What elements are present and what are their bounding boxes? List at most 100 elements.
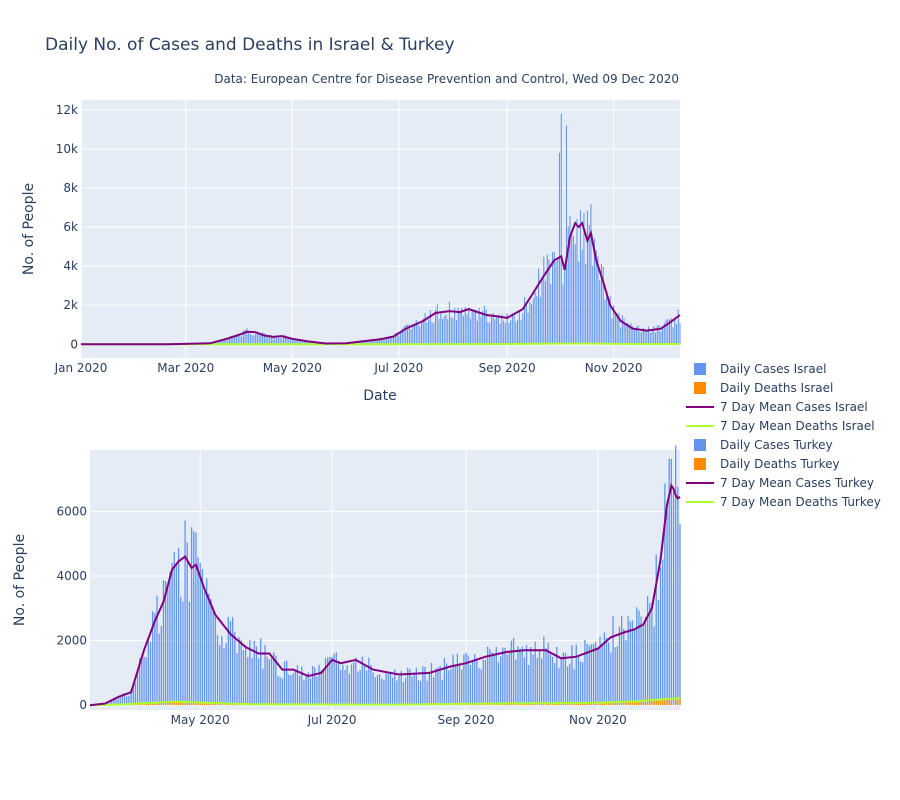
daily-cases-bar bbox=[441, 679, 443, 706]
daily-cases-bar bbox=[578, 261, 580, 345]
daily-cases-bar bbox=[662, 326, 664, 345]
daily-cases-bar bbox=[455, 320, 457, 345]
daily-cases-bar bbox=[656, 325, 658, 345]
daily-cases-bar bbox=[251, 658, 253, 706]
legend-label[interactable]: 7 Day Mean Deaths Turkey bbox=[720, 495, 881, 509]
daily-deaths-bar bbox=[549, 703, 551, 706]
daily-cases-bar bbox=[143, 656, 145, 706]
daily-cases-bar bbox=[541, 278, 543, 345]
daily-cases-bar bbox=[414, 323, 416, 345]
daily-cases-bar bbox=[410, 329, 412, 345]
daily-deaths-bar bbox=[547, 703, 549, 706]
daily-cases-bar bbox=[510, 320, 512, 345]
daily-cases-bar bbox=[239, 336, 241, 345]
daily-cases-bar bbox=[379, 338, 381, 345]
daily-cases-bar bbox=[672, 491, 675, 706]
daily-cases-bar bbox=[579, 661, 582, 706]
daily-cases-bar bbox=[659, 567, 662, 706]
daily-cases-bar bbox=[237, 333, 239, 345]
legend-label[interactable]: 7 Day Mean Cases Israel bbox=[720, 400, 868, 414]
daily-cases-bar bbox=[576, 218, 578, 345]
daily-deaths-bar bbox=[219, 703, 221, 706]
daily-cases-bar bbox=[380, 339, 382, 345]
daily-cases-bar bbox=[383, 679, 385, 706]
daily-cases-bar bbox=[197, 557, 199, 706]
x-tick-label: May 2020 bbox=[171, 713, 230, 727]
daily-deaths-bar bbox=[147, 703, 149, 706]
legend-label[interactable]: Daily Deaths Turkey bbox=[720, 457, 840, 471]
daily-deaths-bar bbox=[223, 703, 225, 706]
daily-cases-bar bbox=[665, 319, 667, 345]
daily-cases-bar bbox=[229, 621, 232, 706]
daily-cases-bar bbox=[413, 674, 415, 706]
daily-cases-bar bbox=[368, 341, 370, 345]
daily-cases-bar bbox=[251, 335, 253, 345]
daily-cases-bar bbox=[214, 341, 216, 345]
daily-cases-bar bbox=[445, 314, 447, 345]
daily-cases-bar bbox=[490, 315, 492, 345]
daily-deaths-bar bbox=[601, 702, 603, 706]
legend-label[interactable]: Daily Cases Turkey bbox=[720, 438, 833, 452]
daily-cases-bar bbox=[508, 651, 510, 706]
daily-cases-bar bbox=[631, 620, 634, 706]
daily-cases-bar bbox=[240, 640, 242, 706]
daily-cases-bar bbox=[182, 601, 184, 706]
daily-cases-bar bbox=[281, 678, 283, 706]
daily-cases-bar bbox=[264, 644, 266, 706]
daily-cases-bar bbox=[522, 313, 524, 345]
daily-cases-bar bbox=[448, 301, 451, 345]
daily-cases-bar bbox=[241, 336, 243, 345]
daily-cases-bar bbox=[284, 335, 286, 345]
daily-deaths-bar bbox=[633, 701, 636, 706]
daily-cases-bar bbox=[242, 650, 245, 706]
daily-cases-bar bbox=[504, 647, 506, 706]
daily-cases-bar bbox=[273, 652, 275, 706]
daily-cases-bar bbox=[461, 308, 463, 345]
x-tick-label: Nov 2020 bbox=[569, 713, 627, 727]
daily-deaths-bar bbox=[175, 702, 178, 706]
daily-deaths-bar bbox=[169, 701, 171, 706]
israel-y-axis-title: No. of People bbox=[21, 183, 37, 275]
daily-cases-bar bbox=[374, 677, 376, 706]
daily-cases-bar bbox=[391, 337, 393, 345]
legend-label[interactable]: Daily Cases Israel bbox=[720, 362, 826, 376]
daily-cases-bar bbox=[327, 657, 329, 706]
daily-cases-bar bbox=[298, 675, 301, 706]
turkey-x-ticks: May 2020 Jul 2020 Sep 2020 Nov 2020 bbox=[171, 713, 627, 727]
daily-cases-bar bbox=[597, 256, 599, 345]
daily-cases-bar bbox=[515, 321, 517, 345]
daily-cases-bar bbox=[255, 646, 258, 706]
daily-cases-bar bbox=[560, 659, 562, 706]
daily-cases-bar bbox=[655, 332, 657, 345]
daily-cases-bar bbox=[632, 326, 634, 345]
daily-deaths-bar bbox=[644, 699, 647, 706]
daily-cases-bar bbox=[219, 645, 221, 706]
daily-cases-bar bbox=[221, 635, 223, 706]
daily-cases-bar bbox=[452, 318, 454, 345]
daily-cases-bar bbox=[550, 284, 552, 345]
daily-deaths-bar bbox=[195, 702, 197, 706]
legend-label[interactable]: 7 Day Mean Deaths Israel bbox=[720, 419, 875, 433]
daily-cases-bar bbox=[164, 580, 167, 706]
daily-cases-bar bbox=[499, 656, 502, 706]
legend-label[interactable]: 7 Day Mean Cases Turkey bbox=[720, 476, 874, 490]
daily-deaths-bar bbox=[664, 699, 666, 706]
daily-cases-bar bbox=[415, 667, 417, 706]
israel-y-ticks: 0 2k 4k 6k 8k 10k 12k bbox=[56, 103, 78, 352]
legend-label[interactable]: Daily Deaths Israel bbox=[720, 381, 833, 395]
daily-cases-bar bbox=[478, 307, 480, 345]
turkey-y-axis-title: No. of People bbox=[12, 534, 28, 626]
daily-cases-bar bbox=[462, 316, 464, 345]
daily-cases-bar bbox=[463, 654, 465, 706]
daily-cases-bar bbox=[467, 655, 469, 706]
daily-cases-bar bbox=[525, 644, 528, 706]
daily-cases-bar bbox=[249, 334, 251, 345]
daily-deaths-bar bbox=[206, 703, 208, 706]
daily-cases-bar bbox=[499, 323, 501, 345]
daily-cases-bar bbox=[267, 337, 269, 345]
daily-cases-bar bbox=[295, 339, 297, 345]
daily-cases-bar bbox=[651, 602, 653, 706]
daily-deaths-bar bbox=[638, 700, 640, 706]
daily-cases-bar bbox=[417, 324, 419, 345]
